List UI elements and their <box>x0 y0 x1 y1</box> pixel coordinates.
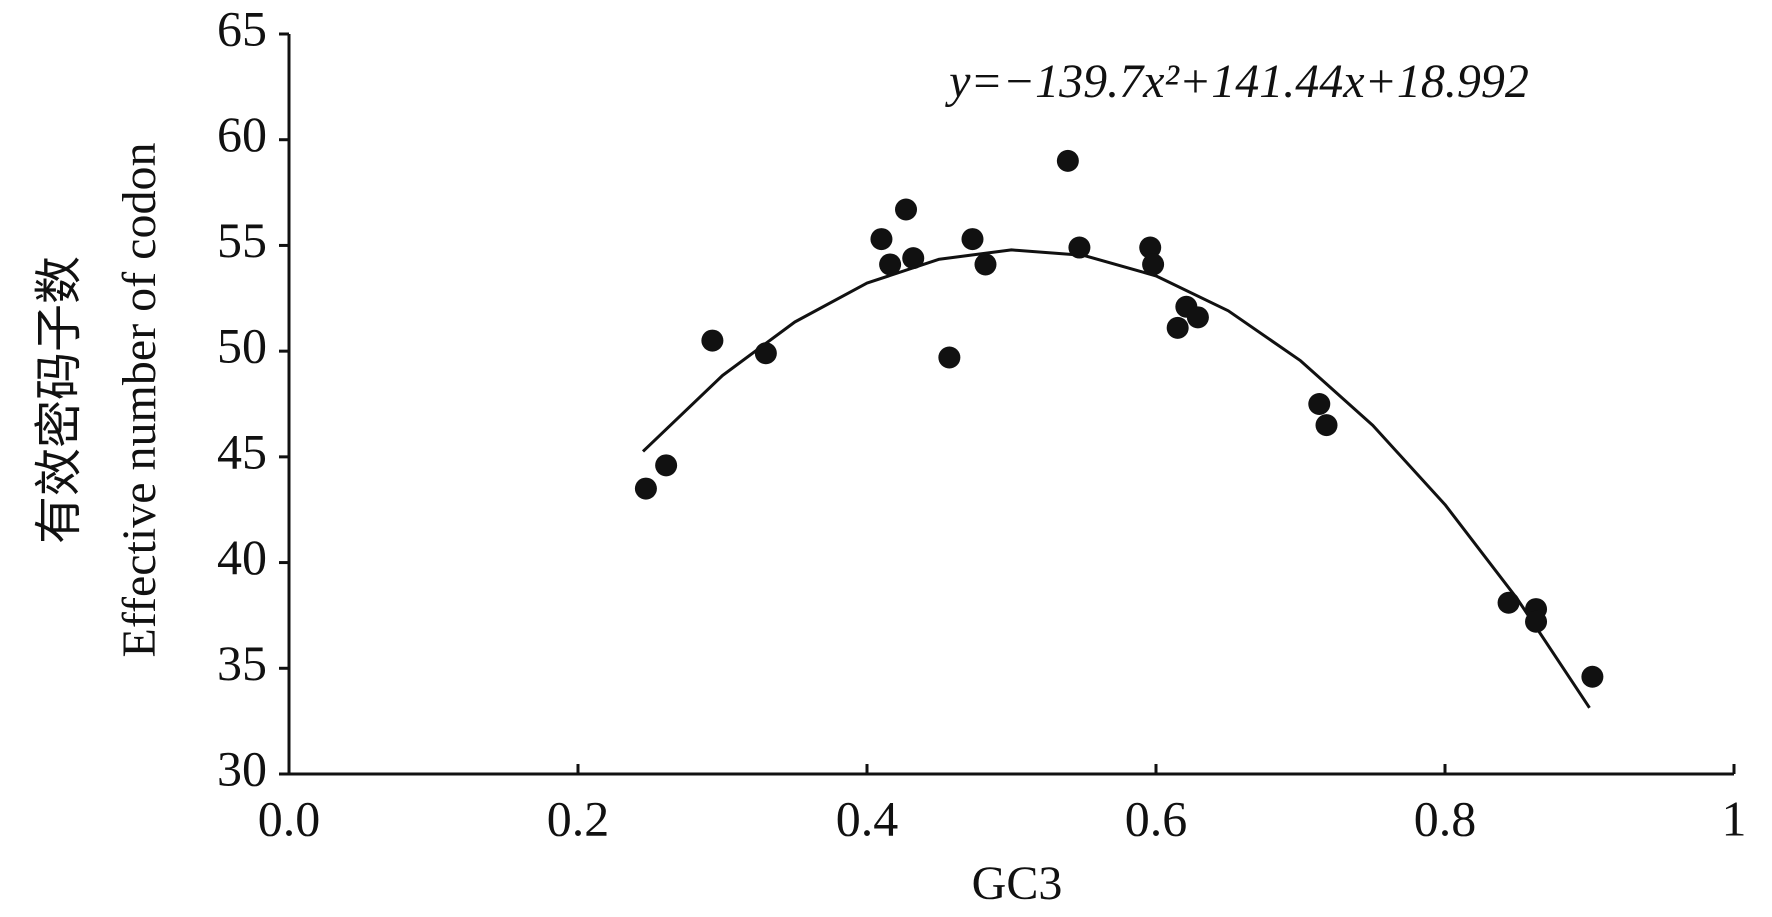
y-tick-label: 40 <box>217 529 267 585</box>
x-axis-label: GC3 <box>972 857 1063 910</box>
y-tick-label: 65 <box>217 0 267 56</box>
data-point <box>961 228 984 251</box>
fit-curve <box>641 248 1591 709</box>
x-tick-label: 1 <box>1722 790 1747 846</box>
fit-equation: y=−139.7x²+141.44x+18.992 <box>944 55 1529 108</box>
data-point <box>655 454 678 477</box>
x-tick-label: 0.2 <box>547 790 610 846</box>
x-tick-label: 0.0 <box>258 790 321 846</box>
y-tick-label: 45 <box>217 423 267 479</box>
data-point <box>1142 253 1165 276</box>
data-point <box>1315 414 1338 437</box>
data-point <box>1186 306 1209 329</box>
y-tick-label: 55 <box>217 212 267 268</box>
data-point <box>1497 591 1520 614</box>
data-point <box>879 253 902 276</box>
y-tick-label: 35 <box>217 635 267 691</box>
y-tick-label: 30 <box>217 740 267 796</box>
data-point <box>1056 149 1079 172</box>
y-axis-label: 有效密码子数 <box>33 256 86 544</box>
data-point <box>701 329 724 352</box>
data-point <box>938 346 961 369</box>
data-point <box>974 253 997 276</box>
data-point <box>1166 316 1189 339</box>
data-point <box>870 228 893 251</box>
y-axis-label: Effective number of codon <box>113 143 166 658</box>
data-point <box>634 477 657 500</box>
data-point <box>1139 236 1162 259</box>
data-point <box>1308 393 1331 415</box>
data-point <box>1068 236 1091 259</box>
x-tick-label: 0.8 <box>1414 790 1477 846</box>
y-tick-label: 60 <box>217 106 267 162</box>
data-point <box>754 342 777 365</box>
data-point <box>895 198 918 221</box>
data-point <box>1525 610 1548 633</box>
x-tick-label: 0.4 <box>836 790 899 846</box>
x-tick-label: 0.6 <box>1125 790 1188 846</box>
data-point <box>902 247 925 270</box>
y-tick-label: 50 <box>217 318 267 374</box>
data-point <box>1581 665 1604 688</box>
